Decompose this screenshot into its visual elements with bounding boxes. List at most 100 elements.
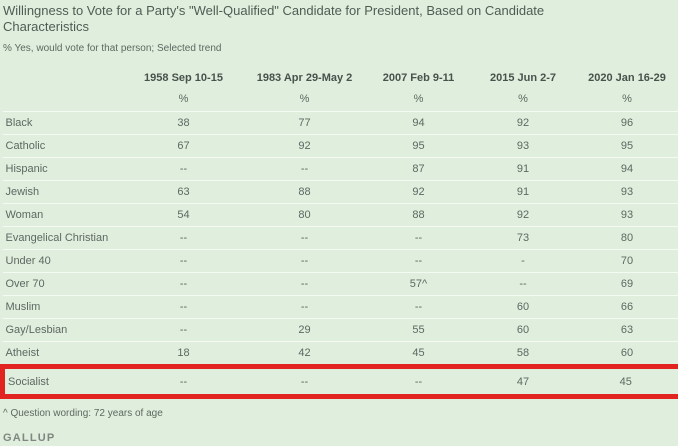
cell-value: 93 xyxy=(573,180,678,204)
cell-value: 60 xyxy=(472,318,574,342)
cell-value: 93 xyxy=(472,134,574,158)
row-label: Evangelical Christian xyxy=(2,226,123,250)
column-header-date: 2007 Feb 9-11 xyxy=(382,72,455,84)
column-header-unit: % xyxy=(122,86,245,112)
row-label: Hispanic xyxy=(2,157,123,181)
column-spacer xyxy=(3,62,123,86)
cell-value: -- xyxy=(244,364,365,399)
cell-value: 94 xyxy=(573,157,678,181)
column-header-date: 2015 Jun 2-7 xyxy=(489,72,557,84)
cell-value: 91 xyxy=(472,157,574,181)
table-header: 1958 Sep 10-15 1983 Apr 29-May 2 2007 Feb … xyxy=(2,62,678,112)
column-header-unit: % xyxy=(244,86,365,112)
cell-value: - xyxy=(472,249,574,273)
cell-value: 94 xyxy=(364,111,473,135)
cell-value: 92 xyxy=(472,111,574,135)
cell-value: 87 xyxy=(364,157,473,181)
cell-value: -- xyxy=(122,364,245,399)
row-label: Muslim xyxy=(2,295,123,319)
column-header-unit: % xyxy=(472,86,574,112)
cell-value: -- xyxy=(244,295,365,319)
cell-value: -- xyxy=(244,157,365,181)
table-row: Muslim -- -- -- 60 66 xyxy=(2,295,678,319)
table-row: Atheist 18 42 45 58 60 xyxy=(2,341,678,367)
cell-value: -- xyxy=(122,249,245,273)
table-row: Hispanic -- -- 87 91 94 xyxy=(2,157,678,181)
row-label: Black xyxy=(2,111,123,135)
table-body: Black 38 77 94 92 96 Catholic 67 92 95 93 95 Hispani… xyxy=(0,111,678,399)
cell-value: 54 xyxy=(122,203,245,227)
cell-value: -- xyxy=(364,295,473,319)
cell-value: 95 xyxy=(364,134,473,158)
cell-value: -- xyxy=(364,364,473,399)
cell-value: -- xyxy=(472,272,574,296)
row-label: Gay/Lesbian xyxy=(2,318,123,342)
cell-value: -- xyxy=(122,157,245,181)
row-label: Socialist xyxy=(0,364,123,399)
cell-value: 58 xyxy=(472,341,574,367)
row-label: Jewish xyxy=(2,180,123,204)
table-header-dates: 1958 Sep 10-15 1983 Apr 29-May 2 2007 Feb … xyxy=(3,62,678,86)
cell-value: 60 xyxy=(573,341,678,367)
cell-value: 70 xyxy=(573,249,678,273)
column-header-date: 1958 Sep 10-15 xyxy=(144,72,223,84)
gallup-logo: GALLUP xyxy=(3,432,56,444)
row-label: Woman xyxy=(2,203,123,227)
cell-value: 88 xyxy=(364,203,473,227)
cell-value: 96 xyxy=(573,111,678,135)
cell-value: 45 xyxy=(573,364,678,399)
cell-value: -- xyxy=(244,226,365,250)
cell-value: 95 xyxy=(573,134,678,158)
cell-value: -- xyxy=(244,249,365,273)
cell-value: 63 xyxy=(122,180,245,204)
page-title: Willingness to Vote for a Party's "Well-… xyxy=(3,3,545,34)
cell-value: 29 xyxy=(244,318,365,342)
row-label: Catholic xyxy=(2,134,123,158)
cell-value: -- xyxy=(122,226,245,250)
cell-value: 67 xyxy=(122,134,245,158)
column-header-unit: % xyxy=(364,86,473,112)
row-label: Under 40 xyxy=(2,249,123,273)
cell-value: 80 xyxy=(244,203,365,227)
table-row-highlighted: Socialist -- -- -- 47 45 xyxy=(0,364,678,399)
table-row: Gay/Lesbian -- 29 55 60 63 xyxy=(2,318,678,342)
table-row: Black 38 77 94 92 96 xyxy=(2,111,678,135)
cell-value: 60 xyxy=(472,295,574,319)
cell-value: -- xyxy=(122,318,245,342)
table-row: Jewish 63 88 92 91 93 xyxy=(2,180,678,204)
cell-value: 92 xyxy=(364,180,473,204)
row-label: Over 70 xyxy=(2,272,123,296)
table-row: Evangelical Christian -- -- -- 73 80 xyxy=(2,226,678,250)
row-label: Atheist xyxy=(2,341,123,367)
cell-value: 45 xyxy=(364,341,473,367)
cell-value: -- xyxy=(122,295,245,319)
cell-value: 55 xyxy=(364,318,473,342)
cell-value: 47 xyxy=(472,364,574,399)
cell-value: 92 xyxy=(244,134,365,158)
cell-value: 42 xyxy=(244,341,365,367)
cell-value: 66 xyxy=(573,295,678,319)
page-subtitle: % Yes, would vote for that person; Selec… xyxy=(3,43,222,54)
table-row: Over 70 -- -- 57^ -- 69 xyxy=(2,272,678,296)
cell-value: 77 xyxy=(244,111,365,135)
cell-value: 38 xyxy=(122,111,245,135)
cell-value: 88 xyxy=(244,180,365,204)
cell-value: 93 xyxy=(573,203,678,227)
column-header-date: 1983 Apr 29-May 2 xyxy=(256,72,353,84)
cell-value: 91 xyxy=(472,180,574,204)
cell-value: 73 xyxy=(472,226,574,250)
column-header-unit: % xyxy=(573,86,678,112)
cell-value: 92 xyxy=(472,203,574,227)
cell-value: -- xyxy=(122,272,245,296)
column-spacer xyxy=(2,86,123,112)
cell-value: 57^ xyxy=(364,272,473,296)
cell-value: -- xyxy=(244,272,365,296)
cell-value: 69 xyxy=(573,272,678,296)
table-row: Catholic 67 92 95 93 95 xyxy=(2,134,678,158)
cell-value: 18 xyxy=(122,341,245,367)
table-row: Woman 54 80 88 92 93 xyxy=(2,203,678,227)
column-header-date: 2020 Jan 16-29 xyxy=(588,72,666,84)
cell-value: 80 xyxy=(573,226,678,250)
cell-value: -- xyxy=(364,249,473,273)
